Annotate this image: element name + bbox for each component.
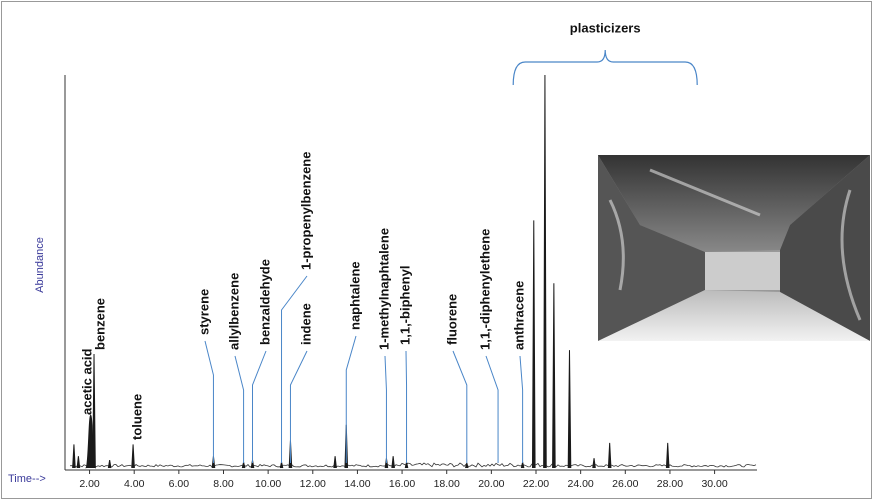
peak-label: 1-methylnaphtalene — [376, 228, 391, 350]
inset-photo — [598, 155, 870, 341]
peak — [92, 354, 96, 469]
leader-line — [519, 355, 524, 463]
x-tick-label: 20.00 — [478, 478, 504, 490]
leader-line — [384, 355, 387, 463]
x-tick-label: 14.00 — [344, 478, 370, 490]
x-tick-label: 4.00 — [124, 478, 145, 490]
bracket — [512, 49, 698, 86]
peak — [333, 456, 337, 469]
x-tick-label: 22.00 — [523, 478, 549, 490]
x-axis-label: Time--> — [8, 473, 46, 485]
peak-label: styrene — [196, 289, 211, 335]
peak-label: benzene — [92, 298, 107, 350]
baseline-noise — [69, 462, 757, 468]
x-tick-label: 18.00 — [434, 478, 460, 490]
x-tick-label: 28.00 — [657, 478, 683, 490]
peak — [76, 456, 81, 469]
leader-line — [452, 350, 468, 463]
peak — [607, 442, 612, 469]
x-tick-label: 2.00 — [79, 478, 100, 490]
peak — [531, 220, 536, 469]
leader-line — [405, 350, 408, 463]
peak-label: allylbenzene — [226, 273, 241, 350]
leader-line — [485, 355, 499, 463]
peak-label: anthracene — [511, 281, 526, 350]
leader-line — [345, 335, 357, 463]
peak-label: fluorene — [444, 294, 459, 345]
peak-label: 1-propenylbenzene — [298, 152, 313, 270]
x-tick-label: 30.00 — [701, 478, 727, 490]
x-tick-label: 12.00 — [300, 478, 326, 490]
leader-line — [281, 275, 308, 463]
peak-label: naphtalene — [347, 261, 362, 330]
peak — [391, 456, 395, 469]
leader-line — [234, 355, 245, 463]
peak — [72, 444, 76, 469]
bracket-label: plasticizers — [570, 20, 641, 35]
x-tick-label: 8.00 — [213, 478, 234, 490]
peak — [567, 350, 572, 469]
leader-line — [289, 350, 308, 463]
peak-label: toluene — [129, 394, 144, 440]
peak-label: acetic acid — [79, 348, 94, 415]
peak — [665, 442, 670, 469]
peak-label: 1,1,-biphenyl — [397, 266, 412, 345]
x-tick-label: 10.00 — [255, 478, 281, 490]
peak — [131, 444, 135, 469]
peak — [543, 74, 547, 469]
peak — [107, 460, 112, 469]
y-axis-label: Abundance — [34, 237, 46, 293]
x-tick-label: 6.00 — [169, 478, 190, 490]
leader-line — [204, 340, 214, 463]
peak — [552, 283, 556, 469]
peak-label: indene — [298, 303, 313, 345]
peak-label: benzaldehyde — [257, 259, 272, 345]
leader-line — [252, 350, 267, 463]
x-tick-label: 26.00 — [612, 478, 638, 490]
x-tick-label: 24.00 — [568, 478, 594, 490]
peak-label: 1,1,-diphenylethene — [477, 229, 492, 350]
peak — [592, 458, 596, 469]
x-tick-label: 16.00 — [389, 478, 415, 490]
